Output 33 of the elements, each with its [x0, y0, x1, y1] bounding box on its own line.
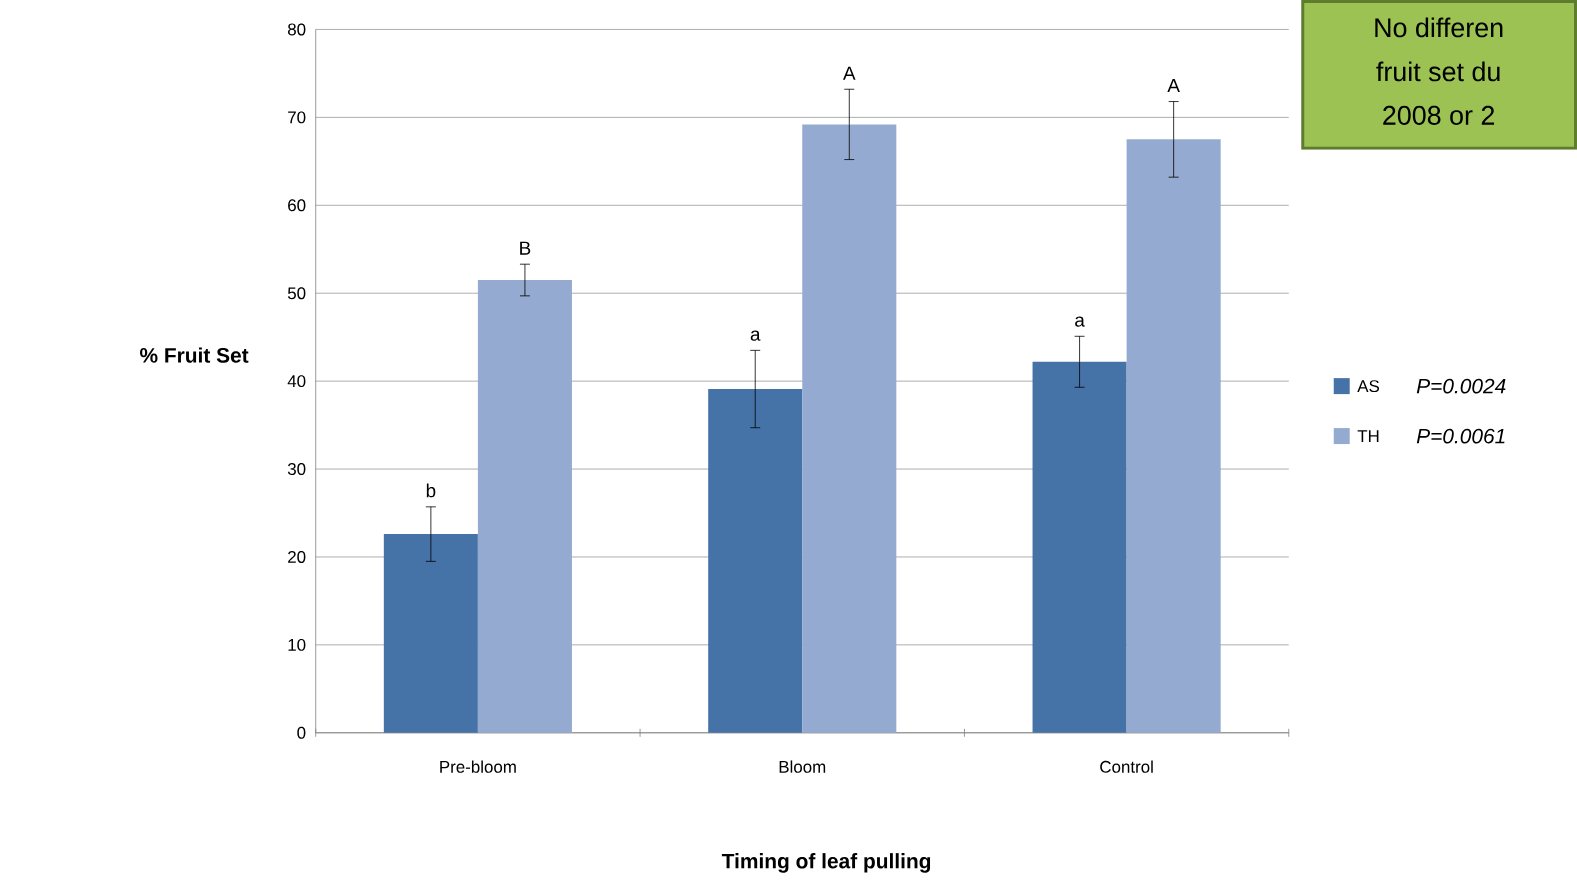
- y-tick-label: 80: [287, 23, 306, 36]
- annotation: B: [520, 241, 531, 255]
- y-tick-label: 70: [288, 111, 306, 124]
- legend-label: TH: [1357, 430, 1379, 443]
- y-tick-label: 30: [287, 463, 306, 476]
- text: 2008 or 2: [1383, 106, 1495, 126]
- x-axis-title: Timing of leaf pulling: [721, 853, 931, 873]
- annotation: A: [843, 66, 856, 80]
- text: P=0.0024: [1416, 378, 1506, 394]
- bar: [1126, 139, 1221, 733]
- annotation: a: [750, 330, 761, 342]
- legend-label: AS: [1357, 380, 1380, 393]
- bar: [477, 280, 572, 733]
- annotation: A: [1167, 79, 1180, 93]
- annotation: b: [426, 483, 436, 498]
- y-axis-title: % Fruit Set: [140, 347, 249, 363]
- y-tick-label: 0: [297, 726, 306, 739]
- x-tick-label: Bloom: [779, 760, 826, 774]
- y-tick-label: 10: [288, 639, 306, 652]
- x-tick-label: Control: [1100, 760, 1153, 774]
- text: No differen: [1375, 17, 1503, 38]
- text: fruit set du: [1376, 61, 1500, 82]
- text: P=0.0061: [1416, 428, 1505, 444]
- bar: [383, 534, 478, 733]
- y-tick-label: 50: [287, 287, 306, 300]
- bar: [802, 124, 897, 733]
- annotation: a: [1075, 316, 1085, 327]
- y-tick-label: 20: [288, 551, 306, 564]
- bar: [708, 389, 803, 733]
- x-tick-label: Pre-bloom: [440, 760, 516, 774]
- y-tick-label: 60: [288, 199, 306, 212]
- bar: [1032, 361, 1127, 733]
- y-tick-label: 40: [287, 375, 306, 388]
